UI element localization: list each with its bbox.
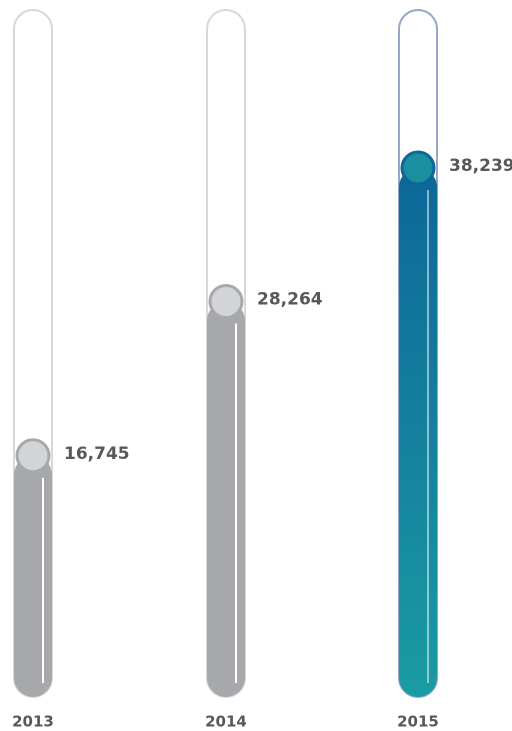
bar	[399, 168, 437, 697]
value-label: 28,264	[257, 290, 323, 310]
category-label: 2014	[205, 713, 247, 731]
category-label: 2015	[397, 713, 439, 731]
knob	[15, 438, 51, 474]
bar	[207, 301, 245, 697]
knob	[208, 284, 244, 320]
bar	[14, 455, 52, 697]
category-label: 2013	[12, 713, 54, 731]
value-label: 16,745	[64, 444, 130, 464]
knob	[400, 150, 436, 186]
value-label: 38,239	[449, 156, 512, 176]
